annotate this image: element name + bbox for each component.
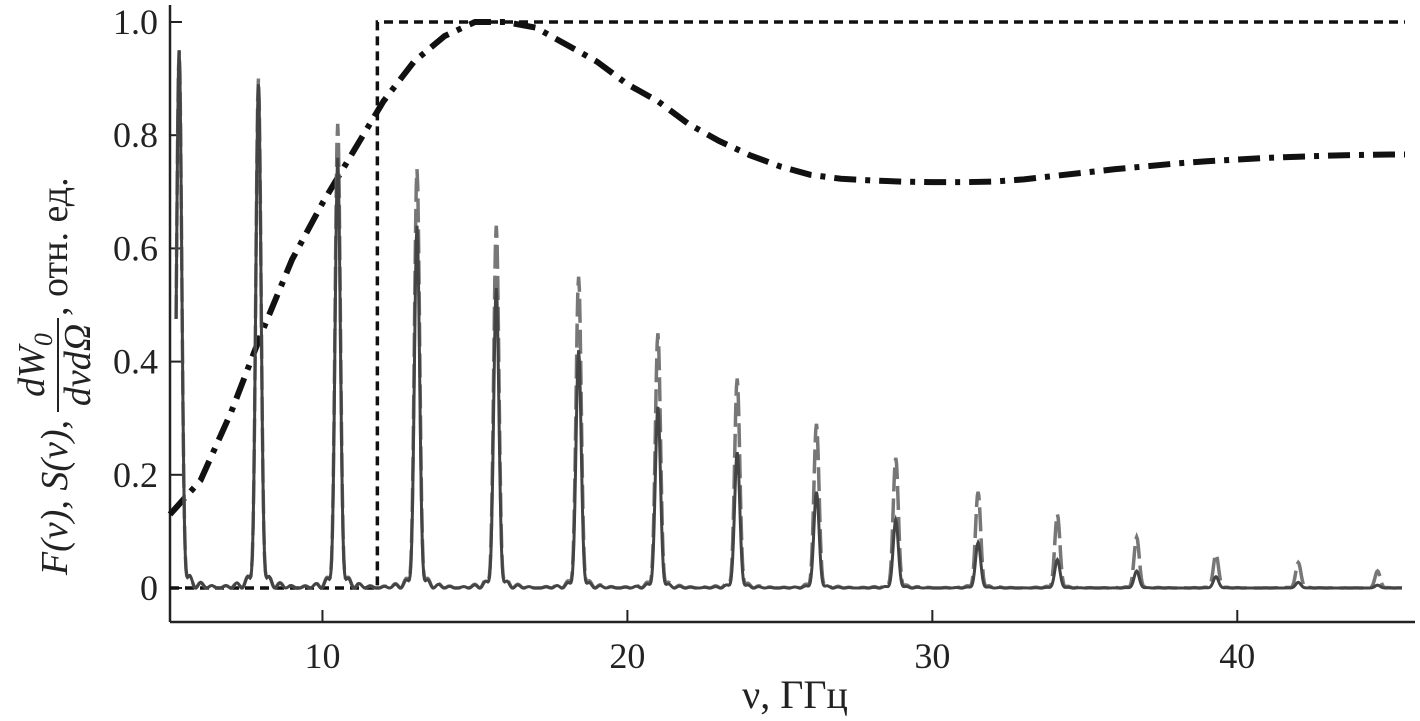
x-tick-label: 40 xyxy=(1219,636,1255,676)
y-tick-label: 0.6 xyxy=(113,228,158,268)
series-step-function xyxy=(170,20,1405,590)
x-ticks: 10 20 30 40 xyxy=(304,610,1255,676)
y-label-frac-num-sub: 0 xyxy=(29,333,58,346)
y-label-frac-num: dW0 xyxy=(11,333,58,397)
x-axis-label: ν, ГГц xyxy=(742,672,848,717)
x-tick-label: 30 xyxy=(914,636,950,676)
y-ticks: 0 0.2 0.4 0.6 0.8 1.0 xyxy=(113,2,182,608)
y-tick-label: 0 xyxy=(140,568,158,608)
y-tick-label: 0.4 xyxy=(113,342,158,382)
y-tick-label: 0.2 xyxy=(113,455,158,495)
series-dash-dot-curve xyxy=(167,19,1405,517)
y-label-prefix: F(ν), S(ν), xyxy=(34,420,76,576)
y-tick-label: 1.0 xyxy=(113,2,158,42)
y-label-frac-den: dνdΩ xyxy=(57,324,99,406)
y-label-suffix: , отн. ед. xyxy=(34,177,76,316)
axes xyxy=(168,5,1415,624)
y-tick-label: 0.8 xyxy=(113,115,158,155)
series-dashed-peaks xyxy=(174,50,1403,590)
series-solid-peaks xyxy=(174,50,1402,590)
x-tick-label: 20 xyxy=(609,636,645,676)
x-tick-label: 10 xyxy=(304,636,340,676)
y-axis-label: F(ν), S(ν), dW0 dνdΩ , отн. ед. xyxy=(11,177,99,576)
series-layer xyxy=(167,19,1405,590)
y-label-frac-num-main: dW xyxy=(11,343,53,397)
